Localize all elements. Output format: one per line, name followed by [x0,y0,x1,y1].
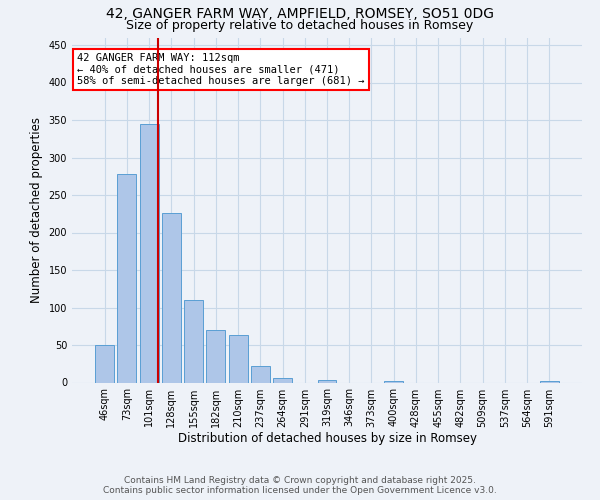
Bar [95,345,114,383]
Bar [384,381,403,382]
Y-axis label: Number of detached properties: Number of detached properties [30,117,43,303]
Bar [251,366,270,382]
Bar [162,213,181,382]
Text: Contains HM Land Registry data © Crown copyright and database right 2025.
Contai: Contains HM Land Registry data © Crown c… [103,476,497,495]
Bar [317,380,337,382]
Bar [540,381,559,382]
Text: Size of property relative to detached houses in Romsey: Size of property relative to detached ho… [127,19,473,32]
Bar [118,174,136,382]
Bar [273,378,292,382]
Text: 42 GANGER FARM WAY: 112sqm
← 40% of detached houses are smaller (471)
58% of sem: 42 GANGER FARM WAY: 112sqm ← 40% of deta… [77,53,365,86]
Text: 42, GANGER FARM WAY, AMPFIELD, ROMSEY, SO51 0DG: 42, GANGER FARM WAY, AMPFIELD, ROMSEY, S… [106,8,494,22]
Bar [184,300,203,382]
Bar [140,124,158,382]
Bar [206,330,225,382]
X-axis label: Distribution of detached houses by size in Romsey: Distribution of detached houses by size … [178,432,476,446]
Bar [229,335,248,382]
